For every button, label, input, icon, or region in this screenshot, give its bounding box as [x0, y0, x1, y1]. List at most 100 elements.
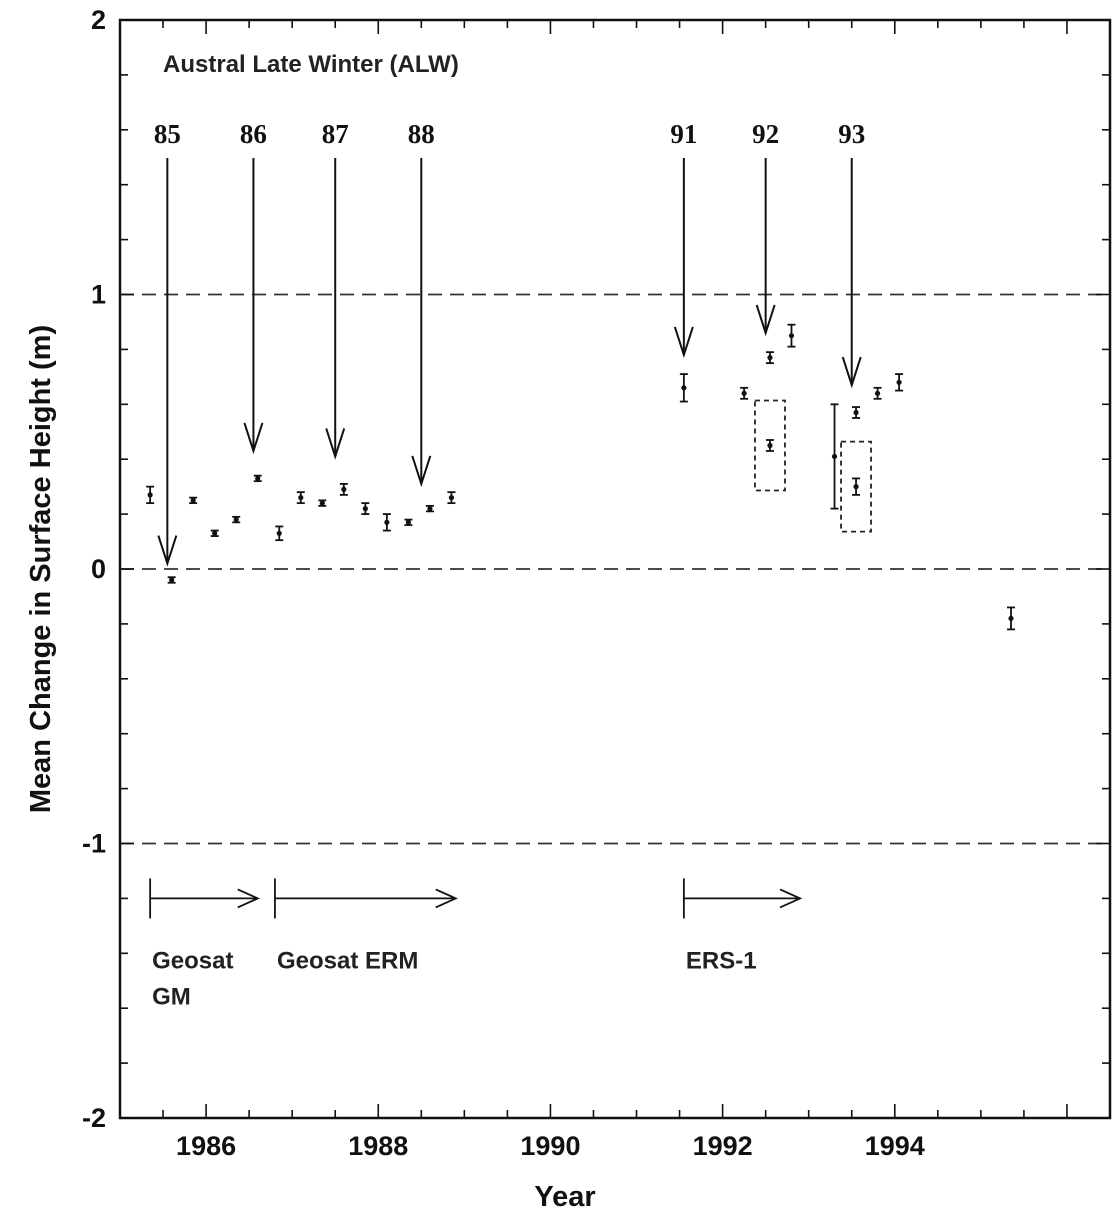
data-point: [679, 373, 688, 403]
data-point: [895, 373, 904, 392]
point-marker: [741, 390, 747, 396]
y-tick-label: -2: [82, 1103, 106, 1133]
point-marker: [255, 475, 261, 482]
point-marker: [405, 519, 411, 525]
mission-geosat-erm: Geosat ERM: [274, 878, 458, 974]
point-marker: [212, 530, 218, 536]
point-marker: [853, 409, 859, 416]
data-point: [852, 477, 861, 496]
annotation-austral-late-winter: Austral Late Winter (ALW): [163, 51, 459, 78]
mission-ers-1: ERS-1: [682, 878, 803, 974]
x-tick-label: 1986: [176, 1131, 236, 1161]
season-marker-91: 91: [670, 119, 697, 359]
season-marker-92: 92: [752, 119, 779, 337]
mission-label: Geosat ERM: [277, 947, 418, 974]
season-label: 85: [154, 119, 181, 149]
point-marker: [1008, 615, 1014, 622]
point-marker: [767, 355, 773, 361]
season-arrow-head: [755, 304, 776, 337]
season-marker-87: 87: [322, 119, 349, 460]
data-point: [765, 439, 774, 452]
point-marker: [276, 530, 282, 536]
point-marker: [874, 390, 881, 396]
highlight-boxes: [754, 399, 872, 533]
season-marker-93: 93: [838, 119, 865, 389]
data-point: [852, 406, 861, 419]
point-marker: [427, 506, 433, 512]
y-tick-label: -1: [82, 829, 106, 859]
season-arrow-head: [673, 326, 694, 359]
mission-label: ERS-1: [686, 947, 757, 974]
season-arrow-head: [157, 535, 178, 567]
season-label: 88: [408, 119, 435, 149]
data-points: [146, 323, 1015, 631]
point-marker: [896, 379, 902, 385]
data-point: [232, 515, 241, 524]
mission-arrow-head: [237, 888, 260, 909]
data-point: [318, 499, 327, 507]
point-marker: [853, 484, 859, 490]
y-tick-label: 0: [91, 554, 106, 584]
point-marker: [319, 500, 325, 506]
data-point: [425, 504, 434, 513]
season-marker-88: 88: [408, 119, 435, 488]
y-tick-label: 1: [91, 280, 106, 310]
highlight-box: [840, 440, 872, 533]
data-point: [167, 576, 176, 584]
data-point: [361, 502, 370, 515]
axis-ticks: [120, 19, 1110, 1119]
data-point: [189, 496, 198, 505]
season-label: 91: [670, 119, 697, 149]
y-axis-title: Mean Change in Surface Height (m): [25, 325, 57, 813]
highlight-box: [754, 399, 786, 492]
point-marker: [341, 486, 347, 492]
x-tick-label: 1992: [693, 1131, 753, 1161]
data-point: [296, 491, 305, 505]
season-arrow-head: [243, 422, 264, 455]
point-marker: [169, 577, 175, 583]
data-point: [1007, 606, 1015, 631]
data-point: [873, 386, 882, 400]
season-label: 93: [838, 119, 865, 149]
data-point: [146, 485, 155, 505]
data-point: [830, 403, 839, 510]
data-point: [447, 491, 456, 505]
x-tick-label: 1994: [865, 1131, 925, 1161]
data-point: [210, 529, 219, 537]
mission-arrow-head: [779, 888, 803, 909]
season-label: 86: [240, 119, 267, 149]
season-markers: 85 86 87 88 91 92 93: [154, 119, 865, 567]
data-point: [253, 474, 262, 483]
x-axis-title: Year: [534, 1181, 595, 1213]
data-point: [339, 483, 348, 496]
mission-periods: Geosat GM Geosat ERM ERS-1: [149, 878, 803, 1010]
data-point: [765, 351, 774, 365]
data-point: [404, 518, 413, 526]
point-marker: [767, 442, 773, 449]
data-point: [275, 525, 284, 542]
point-marker: [362, 506, 368, 512]
point-marker: [448, 495, 455, 501]
season-label: 92: [752, 119, 779, 149]
season-label: 87: [322, 119, 349, 149]
tick-labels: 2 1 0 -1 -2 1986 1988 1990 1992 1994: [82, 5, 925, 1161]
mission-label: GM: [152, 983, 191, 1010]
point-marker: [831, 453, 838, 460]
data-point: [740, 386, 749, 400]
season-arrow-head: [325, 428, 346, 460]
point-marker: [147, 492, 153, 498]
y-tick-label: 2: [91, 5, 106, 35]
data-point: [787, 323, 796, 348]
mission-arrow-head: [435, 888, 458, 909]
season-arrow-head: [411, 455, 432, 488]
mission-label: Geosat: [152, 947, 233, 974]
season-arrow-head: [841, 356, 862, 389]
season-marker-86: 86: [240, 119, 267, 455]
point-marker: [190, 497, 196, 503]
point-marker: [681, 385, 687, 391]
x-tick-label: 1988: [348, 1131, 408, 1161]
reference-lines: [120, 293, 1110, 845]
point-marker: [788, 333, 795, 339]
data-point: [382, 513, 391, 532]
